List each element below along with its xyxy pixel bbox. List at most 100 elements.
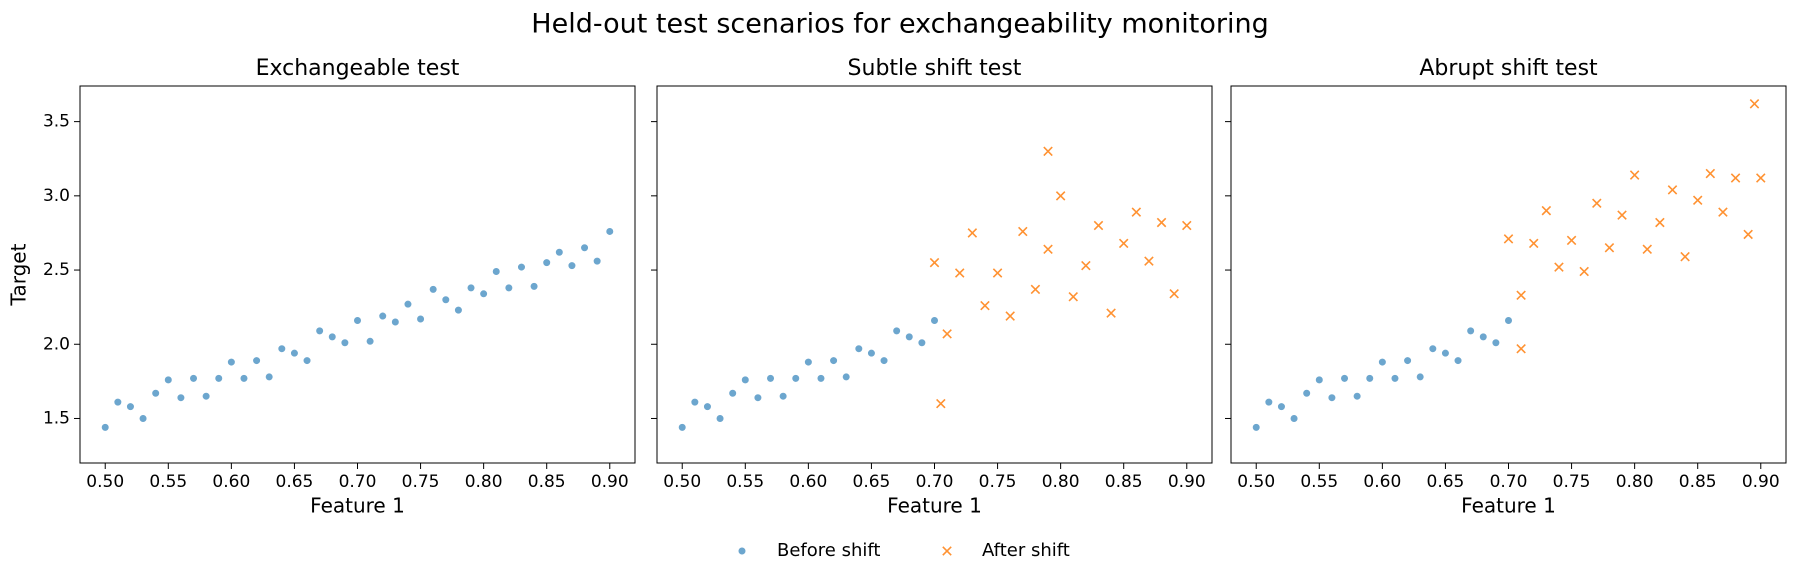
point <box>1554 262 1564 272</box>
x-tick-label: 0.50 <box>663 472 701 492</box>
point <box>1315 376 1323 384</box>
x-axis-label: Feature 1 <box>887 494 982 518</box>
point <box>1516 343 1526 354</box>
point <box>101 423 109 431</box>
x-tick-label: 0.75 <box>402 472 440 492</box>
point <box>492 268 500 276</box>
point <box>678 423 686 431</box>
x-tick-label: 0.70 <box>916 472 954 492</box>
legend-label: After shift <box>982 540 1070 561</box>
point <box>190 374 198 382</box>
point <box>517 263 525 271</box>
point <box>126 403 134 411</box>
point <box>1749 99 1760 109</box>
point <box>1068 291 1079 302</box>
point <box>581 244 589 252</box>
point <box>442 296 450 304</box>
y-tick-label: 3.5 <box>43 112 70 132</box>
point <box>1118 238 1129 249</box>
legend-marker <box>738 547 746 555</box>
point <box>855 345 863 353</box>
x-tick-label: 0.90 <box>1168 472 1206 492</box>
point <box>754 394 762 402</box>
point <box>1277 403 1285 411</box>
point <box>164 376 172 384</box>
point <box>1328 394 1336 402</box>
point <box>505 284 513 292</box>
point <box>804 358 812 366</box>
x-tick-label: 0.60 <box>789 472 827 492</box>
point <box>1353 392 1361 400</box>
point <box>703 403 711 411</box>
y-axis-label: Target <box>7 243 31 306</box>
plot-frame <box>79 85 636 464</box>
x-tick-label: 0.50 <box>1237 472 1275 492</box>
y-tick-label: 1.5 <box>43 408 70 428</box>
x-tick-label: 0.90 <box>1742 472 1780 492</box>
panel-title: Exchangeable test <box>256 56 460 81</box>
x-tick-label: 0.90 <box>591 472 629 492</box>
point <box>1341 374 1349 382</box>
x-tick-label: 0.85 <box>528 472 566 492</box>
point <box>290 349 298 357</box>
plot-frame <box>1230 85 1787 464</box>
point <box>1503 234 1514 244</box>
x-tick-label: 0.55 <box>1300 472 1338 492</box>
point <box>316 327 324 335</box>
point <box>930 317 938 325</box>
point <box>480 290 488 298</box>
x-tick-label: 0.80 <box>1042 472 1080 492</box>
point <box>1617 210 1627 220</box>
point <box>1182 220 1192 231</box>
point <box>152 389 160 397</box>
legend-marker <box>942 546 952 556</box>
point <box>779 392 787 400</box>
x-tick-label: 0.55 <box>726 472 764 492</box>
point <box>417 315 425 323</box>
point <box>1705 168 1716 179</box>
x-tick-label: 0.65 <box>276 472 314 492</box>
point <box>1043 146 1053 157</box>
point <box>992 268 1003 278</box>
x-tick-label: 0.85 <box>1679 472 1717 492</box>
point <box>1018 226 1028 237</box>
point <box>1579 266 1589 277</box>
point <box>467 284 475 292</box>
figure-title: Held-out test scenarios for exchangeabil… <box>531 9 1268 40</box>
point <box>1055 191 1066 201</box>
point <box>817 374 825 382</box>
point <box>1629 170 1640 180</box>
x-tick-label: 0.60 <box>212 472 250 492</box>
x-tick-label: 0.75 <box>979 472 1017 492</box>
x-tick-label: 0.50 <box>86 472 124 492</box>
point <box>177 394 185 402</box>
point <box>202 392 210 400</box>
point <box>893 327 901 335</box>
x-axis-label: Feature 1 <box>1461 494 1556 518</box>
point <box>353 317 361 325</box>
point <box>1566 235 1577 246</box>
point <box>1169 289 1179 299</box>
point <box>366 337 374 345</box>
point <box>967 228 978 238</box>
point <box>1156 217 1167 228</box>
y-tick-label: 2.5 <box>43 260 70 280</box>
point <box>215 374 223 382</box>
point <box>1642 244 1653 255</box>
point <box>1030 284 1041 295</box>
point <box>942 329 952 339</box>
panel-title: Abrupt shift test <box>1419 56 1598 81</box>
point <box>379 312 387 320</box>
point <box>954 268 965 278</box>
point <box>1429 345 1437 353</box>
x-axis-label: Feature 1 <box>310 494 405 518</box>
point <box>880 357 888 365</box>
point <box>830 357 838 365</box>
point <box>454 306 462 314</box>
point <box>1718 207 1728 217</box>
point <box>404 300 412 308</box>
point <box>1043 244 1053 255</box>
point <box>429 285 437 293</box>
